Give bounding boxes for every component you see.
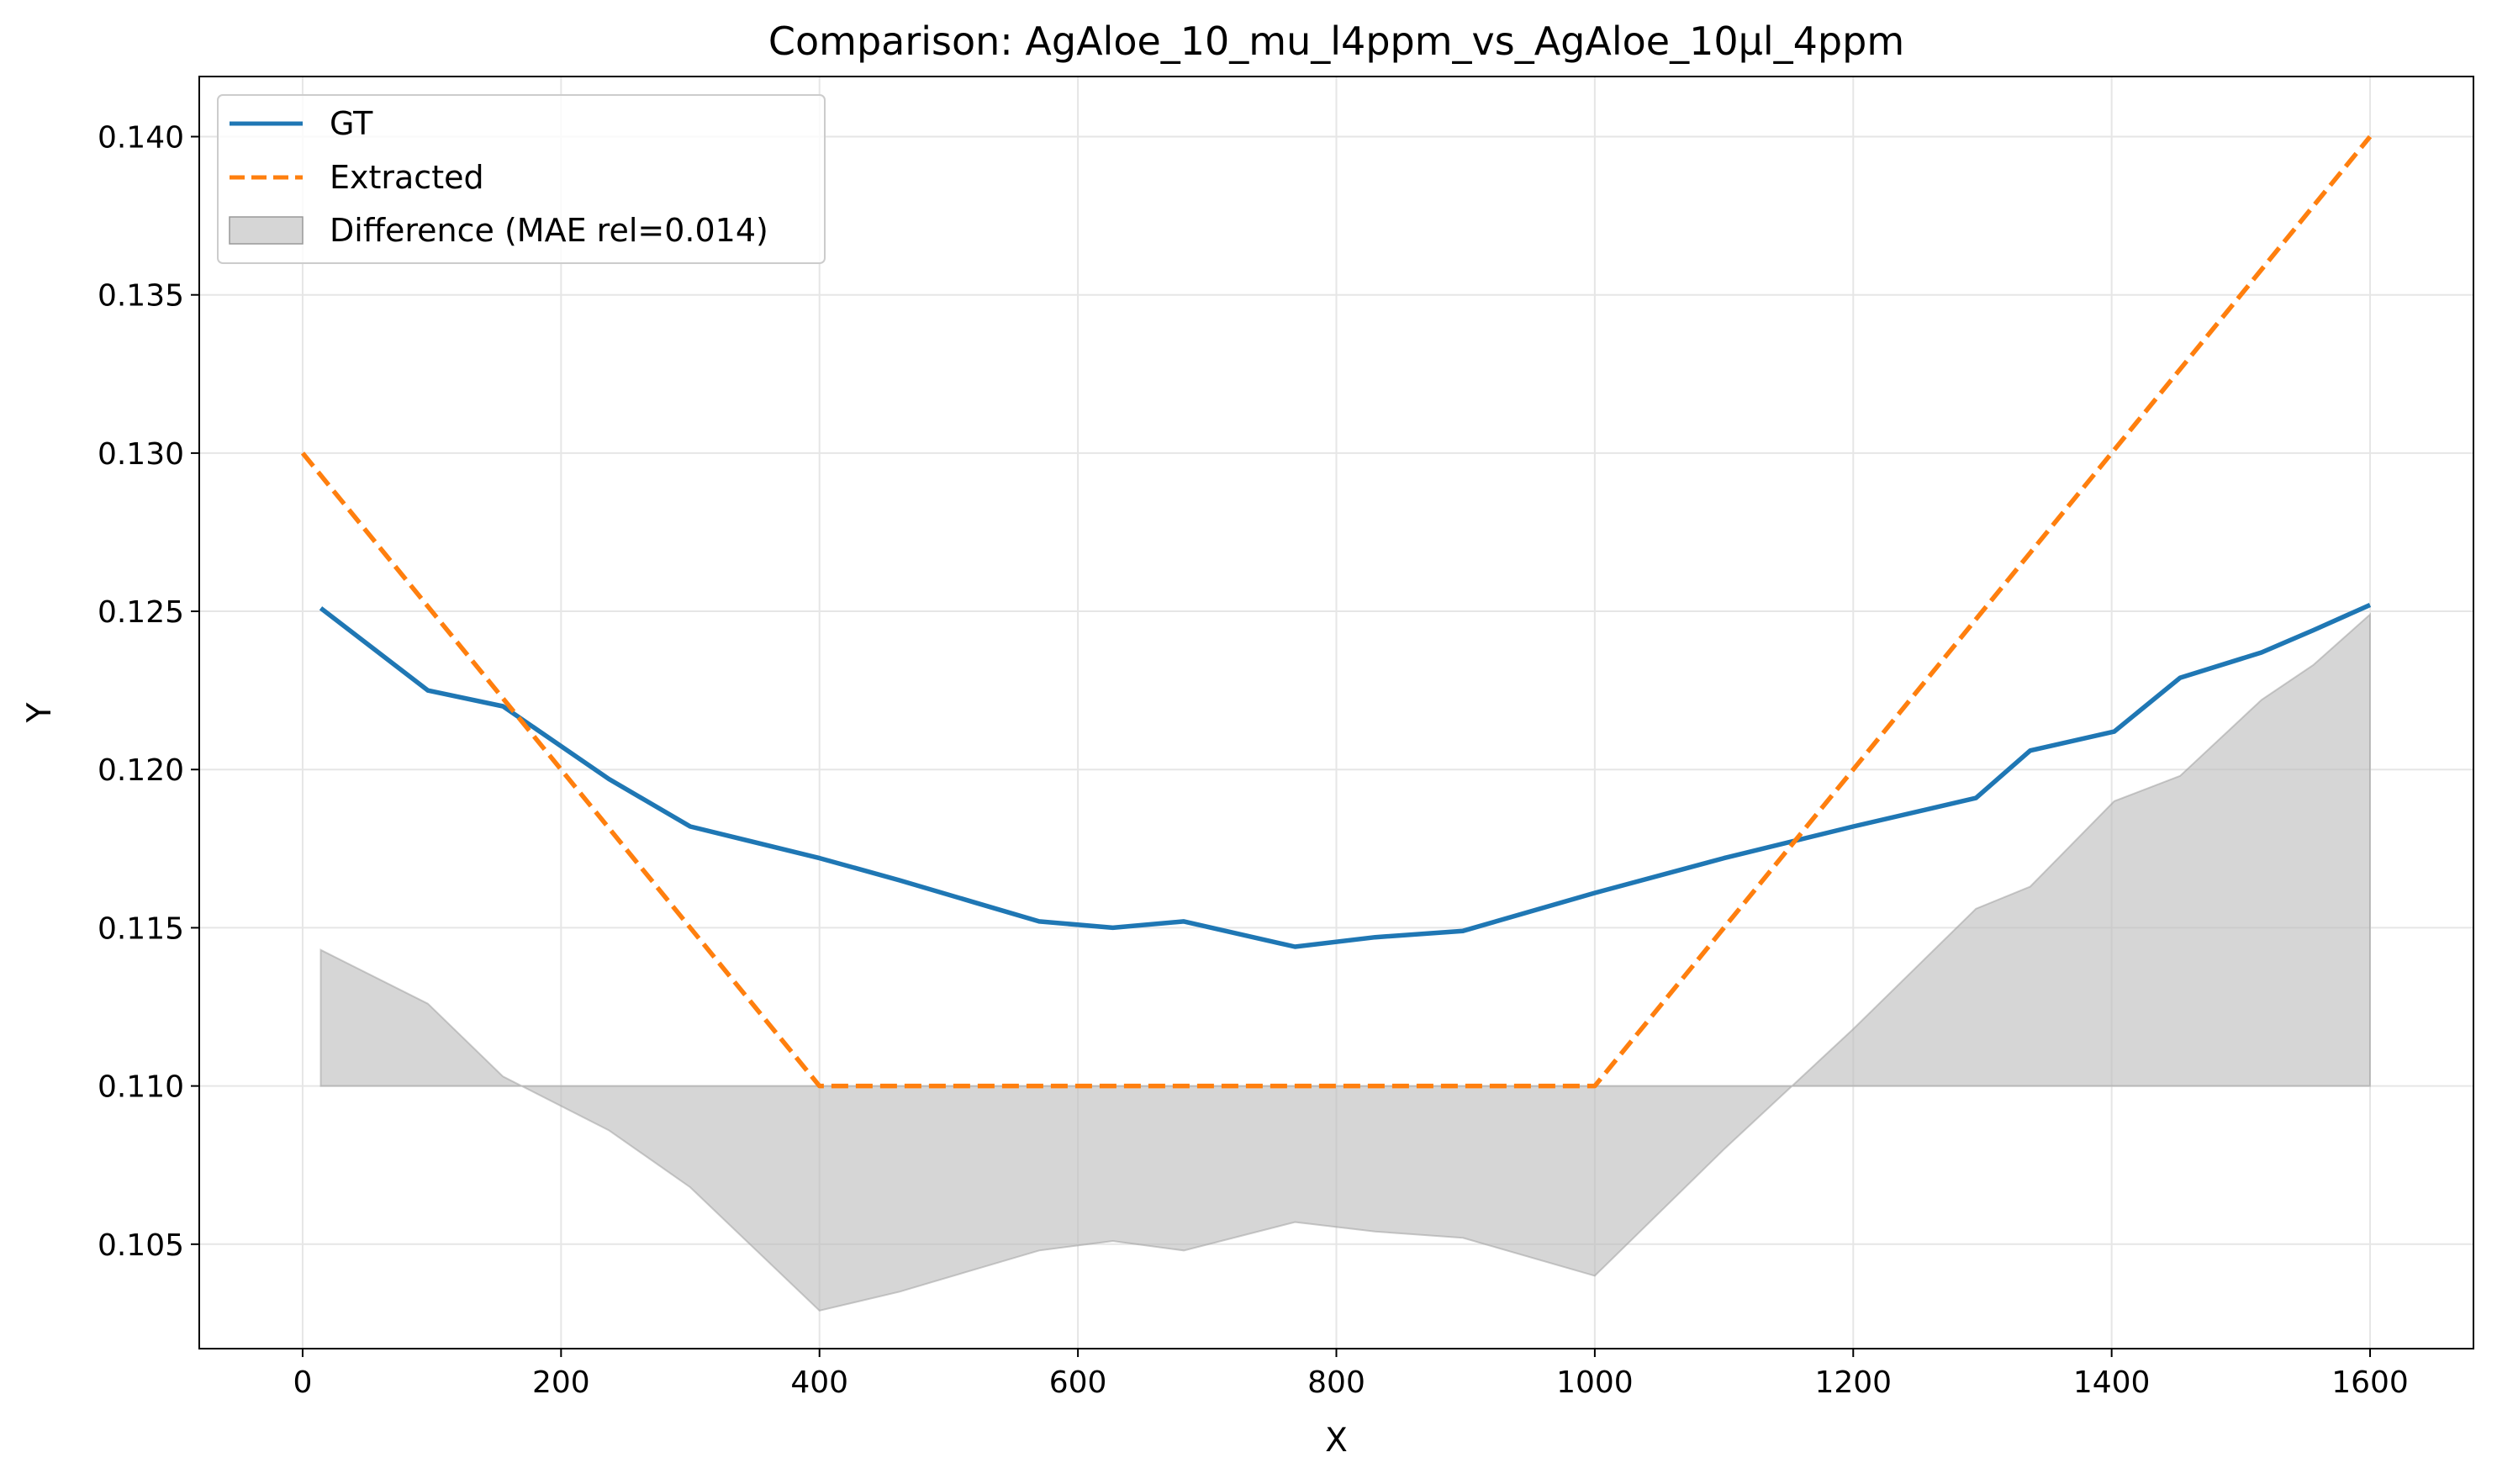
x-tick-label: 800 — [1307, 1365, 1365, 1400]
y-tick-label: 0.110 — [98, 1070, 184, 1105]
legend-extracted-label: Extracted — [330, 159, 484, 196]
series-lines-layer — [300, 135, 2373, 1089]
x-tick-label: 1600 — [2331, 1365, 2409, 1400]
y-tick-label: 0.135 — [98, 279, 184, 314]
legend-difference-label: Difference (MAE rel=0.014) — [330, 212, 768, 249]
y-tick-label: 0.140 — [98, 121, 184, 156]
y-tick-label: 0.120 — [98, 753, 184, 788]
x-tick-label: 400 — [790, 1365, 848, 1400]
y-axis-label: Y — [21, 702, 59, 723]
x-tick-label: 600 — [1049, 1365, 1107, 1400]
y-tick-label: 0.115 — [98, 911, 184, 946]
difference-area — [319, 612, 2371, 1312]
x-tick-label: 1400 — [2073, 1365, 2151, 1400]
series-line-gt — [319, 602, 2372, 949]
legend-gt-label: GT — [330, 105, 373, 142]
y-tick-label: 0.125 — [98, 595, 184, 630]
x-axis-label: X — [1325, 1422, 1348, 1460]
x-tick-label: 0 — [293, 1365, 313, 1400]
x-tick-label: 200 — [532, 1365, 590, 1400]
series-line-extracted — [300, 135, 2373, 1089]
y-tick-label: 0.130 — [98, 437, 184, 472]
legend-box — [217, 94, 826, 264]
y-tick-label: 0.105 — [98, 1228, 184, 1263]
ticks: 0 200 400 600 800 1000 1200 1400 1600 0.105 0.110 0… — [98, 121, 2409, 1400]
difference-area-layer — [319, 612, 2371, 1312]
x-tick-label: 1000 — [1556, 1365, 1634, 1400]
legend-difference-swatch — [229, 216, 304, 245]
legend: GT Extracted Difference (MAE rel=0.014) — [217, 94, 826, 264]
x-tick-label: 1200 — [1814, 1365, 1892, 1400]
chart-title: Comparison: AgAloe_10_mu_l4ppm_vs_AgAloe… — [768, 18, 1904, 64]
